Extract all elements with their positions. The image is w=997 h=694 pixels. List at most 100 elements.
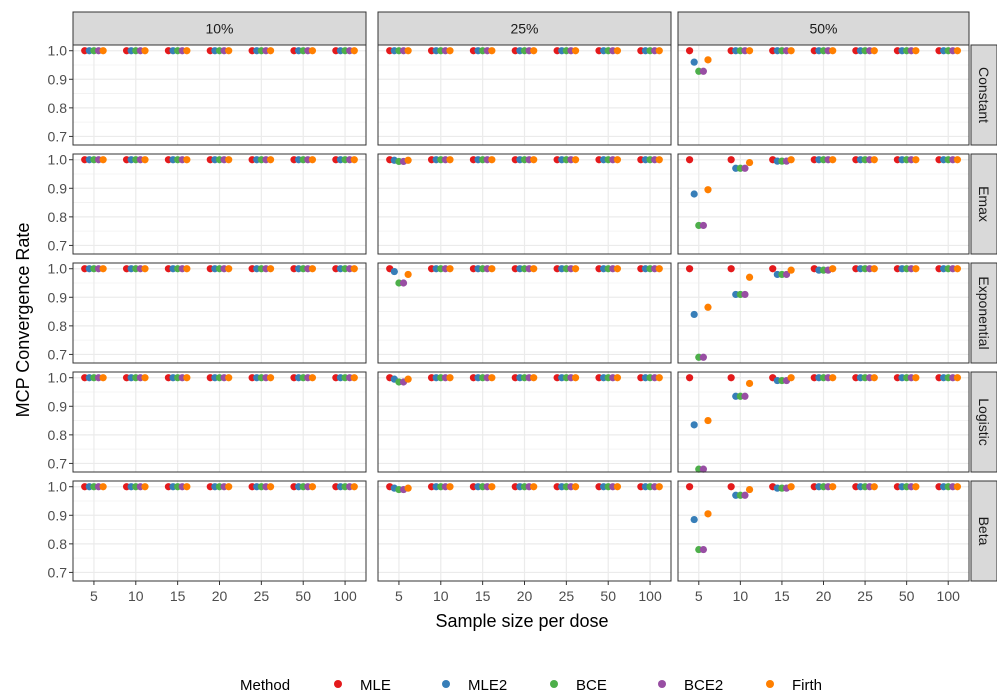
y-tick-label: 1.0	[48, 43, 68, 59]
panel-exponential-10	[72, 262, 367, 364]
point-firth-20	[530, 374, 538, 382]
point-firth-10	[745, 158, 754, 167]
point-firth-10	[141, 483, 149, 491]
x-tick-label: 25	[857, 588, 873, 604]
point-firth-5	[404, 375, 412, 383]
point-bce2-10	[741, 290, 749, 299]
point-firth-50	[613, 156, 622, 164]
point-firth-20	[829, 156, 837, 164]
panel-beta-10	[72, 480, 367, 582]
point-firth-15	[787, 156, 795, 164]
x-tick-label: 25	[254, 588, 270, 604]
row-strip-beta	[970, 480, 997, 582]
point-firth-15	[787, 483, 795, 491]
panel-emax-25	[377, 153, 672, 255]
row-strip-label: Exponential	[976, 276, 992, 349]
point-bce2-5	[699, 221, 707, 230]
y-tick-label: 1.0	[48, 370, 68, 386]
point-firth-5	[704, 303, 712, 311]
point-firth-50	[308, 374, 317, 382]
panel-border	[377, 371, 672, 473]
panel-logistic-50	[677, 371, 970, 473]
point-mle-15	[769, 265, 777, 273]
point-firth-20	[225, 47, 233, 55]
point-firth-50	[613, 374, 622, 382]
point-firth-20	[829, 374, 837, 382]
y-tick-label: 0.9	[48, 507, 68, 523]
x-tick-label: 25	[559, 588, 575, 604]
point-firth-50	[308, 483, 317, 491]
point-mle-10	[727, 374, 735, 382]
y-tick-label: 1.0	[48, 152, 68, 168]
y-tick-label: 0.8	[48, 100, 68, 116]
point-firth-25	[571, 47, 580, 55]
x-tick-label: 100	[333, 588, 357, 604]
legend-title: Method	[240, 677, 290, 694]
y-tick-label: 0.7	[48, 128, 68, 144]
legend-label-bce: BCE	[576, 677, 607, 694]
y-tick-label: 0.7	[48, 346, 68, 362]
column-strip-label: 50%	[809, 21, 837, 37]
point-mle2-5	[690, 58, 698, 66]
point-firth-5	[704, 416, 712, 425]
point-bce2-10	[741, 164, 749, 172]
panel-constant-25	[377, 44, 672, 146]
point-firth-20	[225, 265, 233, 273]
x-tick-label: 50	[295, 588, 311, 604]
legend-key-firth	[766, 680, 774, 688]
point-firth-20	[829, 265, 837, 273]
point-firth-10	[141, 265, 149, 273]
y-tick-label: 0.8	[48, 427, 68, 443]
point-bce2-5	[399, 279, 408, 287]
point-firth-10	[446, 483, 454, 491]
x-tick-label: 20	[517, 588, 533, 604]
panel-border	[72, 371, 367, 473]
x-tick-label: 50	[899, 588, 915, 604]
point-firth-15	[488, 47, 496, 55]
panel-border	[677, 262, 970, 364]
column-strip-label: 10%	[205, 21, 233, 37]
point-firth-50	[308, 47, 317, 55]
x-tick-label: 100	[638, 588, 662, 604]
y-tick-label: 1.0	[48, 479, 68, 495]
point-firth-15	[488, 265, 496, 273]
point-firth-10	[446, 265, 454, 273]
point-firth-5	[404, 270, 412, 279]
panel-beta-50	[677, 480, 970, 582]
point-firth-100	[953, 265, 962, 273]
point-firth-25	[266, 156, 275, 164]
point-firth-50	[912, 265, 920, 273]
point-firth-20	[530, 156, 538, 164]
x-tick-label: 20	[816, 588, 832, 604]
legend-key-mle2	[442, 680, 450, 688]
point-firth-15	[183, 47, 191, 55]
column-strip-50	[677, 11, 970, 46]
panel-border	[377, 44, 672, 146]
column-strip-10	[72, 11, 367, 46]
point-firth-25	[266, 483, 275, 491]
y-axis-title: MCP Convergence Rate	[13, 223, 33, 418]
point-firth-5	[704, 186, 712, 194]
point-firth-10	[745, 273, 754, 281]
point-firth-25	[266, 374, 275, 382]
point-bce2-5	[699, 353, 707, 361]
point-firth-100	[655, 374, 663, 382]
point-mle-5	[685, 265, 694, 273]
point-firth-10	[745, 379, 754, 388]
y-tick-label: 0.8	[48, 536, 68, 552]
panel-border	[377, 262, 672, 364]
x-tick-label: 15	[475, 588, 491, 604]
row-strip-exponential	[970, 262, 997, 364]
axes-layer: 0.7 0.8 0.9 1.0 0.7 0.8 0.9 1.0 0.7 0.8 0.9 1.0 0.7 0…	[48, 43, 961, 604]
point-firth-20	[530, 47, 538, 55]
point-firth-5	[704, 510, 712, 518]
point-firth-20	[829, 47, 837, 55]
point-firth-100	[350, 374, 358, 382]
point-firth-25	[266, 47, 275, 55]
legend-label-firth: Firth	[792, 677, 822, 694]
point-firth-100	[953, 47, 962, 55]
point-firth-15	[787, 374, 795, 382]
point-bce2-15	[782, 270, 791, 279]
point-firth-100	[953, 483, 962, 491]
panel-constant-10	[72, 44, 367, 146]
